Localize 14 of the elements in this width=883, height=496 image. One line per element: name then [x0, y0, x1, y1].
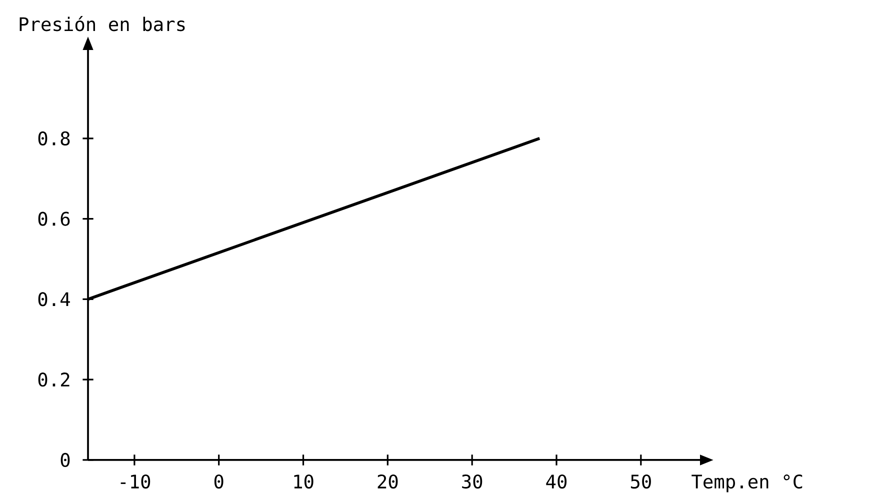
y-tick-label: 0.2 — [38, 372, 70, 387]
x-tick-label: 40 — [546, 474, 567, 489]
y-tick-label: 0.8 — [38, 131, 70, 146]
x-tick-label: 10 — [294, 474, 314, 489]
x-tick-label: 30 — [462, 474, 482, 489]
x-tick-label: 20 — [378, 474, 398, 489]
x-tick-label: 50 — [630, 474, 651, 489]
y-axis-title: Presión en bars — [20, 16, 185, 32]
y-tick-label: 0.4 — [38, 292, 70, 306]
y-tick-label: 0 — [60, 452, 70, 468]
y-tick-label: 0.6 — [38, 212, 70, 226]
x-axis-title: Temp.en °C — [692, 474, 802, 492]
x-tick-label: 0 — [214, 474, 224, 489]
x-tick-label: -10 — [120, 474, 150, 489]
